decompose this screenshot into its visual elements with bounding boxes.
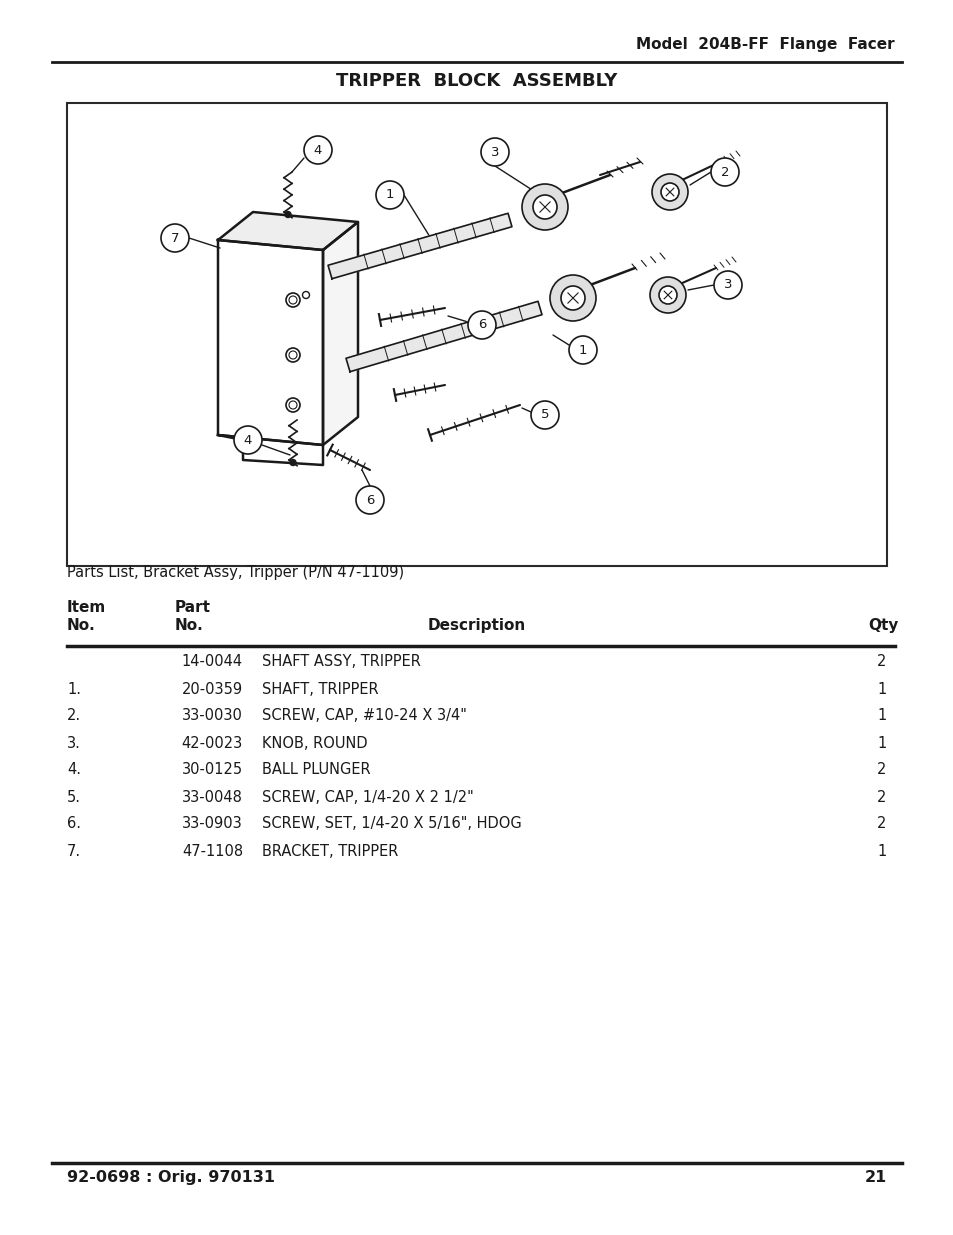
Text: 2: 2 [877,816,885,831]
Polygon shape [218,212,357,249]
Text: 4: 4 [244,433,252,447]
Text: 42-0023: 42-0023 [182,736,243,751]
Text: 33-0903: 33-0903 [182,816,243,831]
Text: 1: 1 [385,189,394,201]
Circle shape [285,211,291,217]
Text: 6.: 6. [67,816,81,831]
Text: 20-0359: 20-0359 [182,682,243,697]
Circle shape [289,296,296,304]
Text: Item: Item [67,600,106,615]
Text: 6: 6 [365,494,374,506]
Circle shape [659,287,677,304]
Text: 2: 2 [877,762,885,778]
Text: SCREW, CAP, 1/4-20 X 2 1/2": SCREW, CAP, 1/4-20 X 2 1/2" [262,789,474,804]
Text: SHAFT ASSY, TRIPPER: SHAFT ASSY, TRIPPER [262,655,420,669]
Circle shape [289,351,296,359]
Circle shape [289,401,296,409]
Text: 33-0048: 33-0048 [182,789,243,804]
Text: 2.: 2. [67,709,81,724]
Circle shape [161,224,189,252]
Text: 3: 3 [723,279,732,291]
Text: 4: 4 [314,143,322,157]
Text: TRIPPER  BLOCK  ASSEMBLY: TRIPPER BLOCK ASSEMBLY [336,72,617,90]
Circle shape [521,184,567,230]
Text: 3.: 3. [67,736,81,751]
Text: SCREW, SET, 1/4-20 X 5/16", HDOG: SCREW, SET, 1/4-20 X 5/16", HDOG [262,816,521,831]
Circle shape [568,336,597,364]
Circle shape [660,183,679,201]
Text: 6: 6 [477,319,486,331]
Circle shape [286,398,299,412]
Text: Description: Description [428,618,525,634]
Text: 47-1108: 47-1108 [182,844,243,858]
Circle shape [233,426,262,454]
Circle shape [649,277,685,312]
Text: 3: 3 [490,146,498,158]
Circle shape [531,401,558,429]
Circle shape [468,311,496,338]
Text: 2: 2 [877,655,885,669]
Text: No.: No. [67,618,95,634]
Circle shape [302,291,309,299]
Text: 2: 2 [877,789,885,804]
Text: 92-0698 : Orig. 970131: 92-0698 : Orig. 970131 [67,1170,274,1186]
Text: 1.: 1. [67,682,81,697]
Text: 1: 1 [877,736,885,751]
Text: BRACKET, TRIPPER: BRACKET, TRIPPER [262,844,398,858]
Polygon shape [218,435,323,466]
Text: Parts List, Bracket Assy, Tripper (P/N 47-1109): Parts List, Bracket Assy, Tripper (P/N 4… [67,564,404,580]
Circle shape [560,287,584,310]
Text: BALL PLUNGER: BALL PLUNGER [262,762,370,778]
Polygon shape [346,301,541,372]
Text: 5.: 5. [67,789,81,804]
Text: Model  204B-FF  Flange  Facer: Model 204B-FF Flange Facer [636,37,894,52]
Circle shape [375,182,403,209]
Text: 2: 2 [720,165,728,179]
Circle shape [286,293,299,308]
Text: 7.: 7. [67,844,81,858]
Text: Part: Part [174,600,211,615]
Text: 1: 1 [877,709,885,724]
Text: 30-0125: 30-0125 [182,762,243,778]
Text: 7: 7 [171,231,179,245]
Text: 21: 21 [863,1170,886,1186]
Text: 1: 1 [578,343,587,357]
Circle shape [651,174,687,210]
Text: No.: No. [174,618,204,634]
Text: 33-0030: 33-0030 [182,709,243,724]
Circle shape [533,195,557,219]
Text: 4.: 4. [67,762,81,778]
Polygon shape [328,214,512,279]
Polygon shape [323,222,357,445]
Bar [67,103,886,566]
Circle shape [710,158,739,186]
Circle shape [304,136,332,164]
Text: 1: 1 [877,682,885,697]
Text: SCREW, CAP, #10-24 X 3/4": SCREW, CAP, #10-24 X 3/4" [262,709,466,724]
Polygon shape [218,240,323,445]
Circle shape [550,275,596,321]
Circle shape [290,459,295,466]
Text: SHAFT, TRIPPER: SHAFT, TRIPPER [262,682,378,697]
Circle shape [355,487,384,514]
Text: 5: 5 [540,409,549,421]
Circle shape [713,270,741,299]
Text: 14-0044: 14-0044 [182,655,243,669]
Text: Qty: Qty [867,618,898,634]
Text: 1: 1 [877,844,885,858]
Circle shape [480,138,509,165]
Circle shape [286,348,299,362]
Text: KNOB, ROUND: KNOB, ROUND [262,736,367,751]
